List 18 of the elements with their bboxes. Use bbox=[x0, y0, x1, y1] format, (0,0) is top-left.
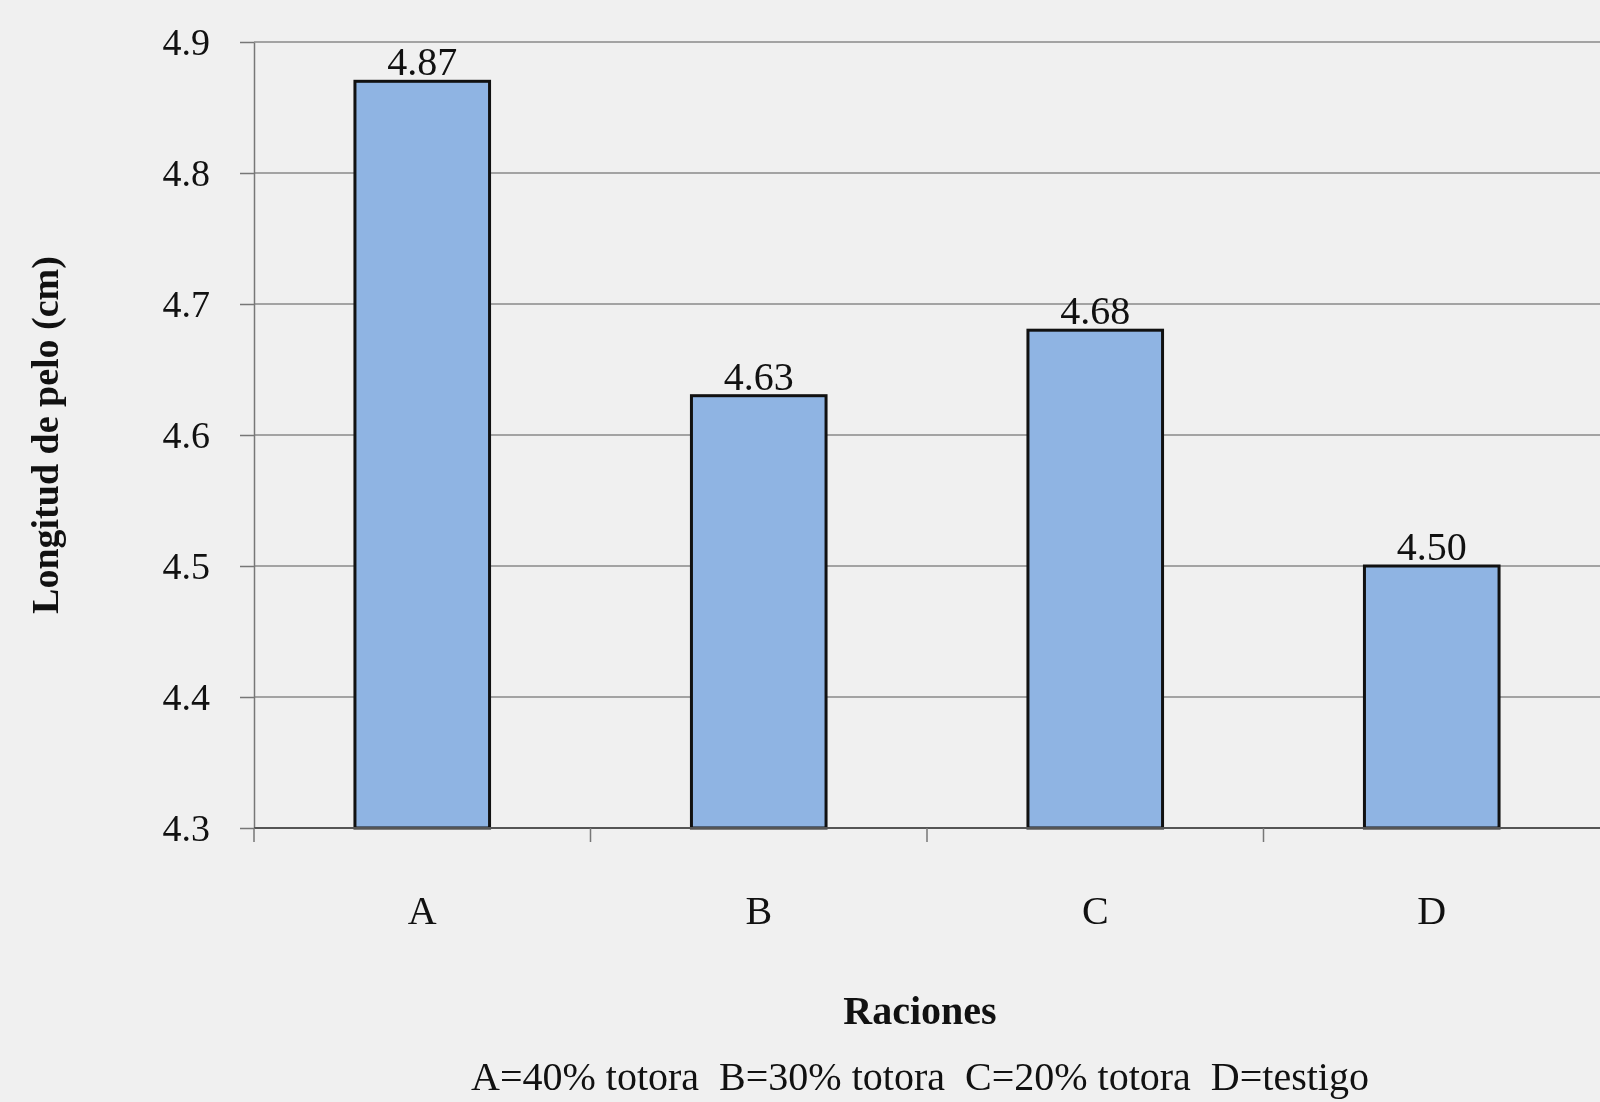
x-tick-label: A bbox=[407, 888, 437, 933]
y-tick-label: 4.9 bbox=[162, 20, 210, 63]
x-tick-label: C bbox=[1081, 888, 1109, 933]
data-label: 4.50 bbox=[1396, 524, 1467, 569]
y-axis-title: Longitud de pelo (cm) bbox=[24, 256, 67, 614]
x-tick-label: B bbox=[745, 888, 773, 933]
text: A=40% totora B=30% totora C=20% totora D=testigo bbox=[471, 1054, 1369, 1099]
y-tick-label: 4.8 bbox=[162, 151, 210, 194]
y-tick-label: 4.5 bbox=[162, 544, 210, 587]
data-label: 4.68 bbox=[1060, 288, 1131, 334]
y-tick-label: 4.4 bbox=[162, 675, 210, 718]
y-tick-label: 4.6 bbox=[162, 413, 210, 456]
x-axis-title: Raciones bbox=[843, 988, 997, 1033]
y-tick-label: 4.7 bbox=[162, 282, 210, 325]
x-tick-label: D bbox=[1417, 888, 1447, 933]
data-label: 4.87 bbox=[387, 39, 458, 85]
y-tick-label: 4.3 bbox=[162, 806, 210, 849]
data-label: 4.63 bbox=[723, 353, 794, 399]
